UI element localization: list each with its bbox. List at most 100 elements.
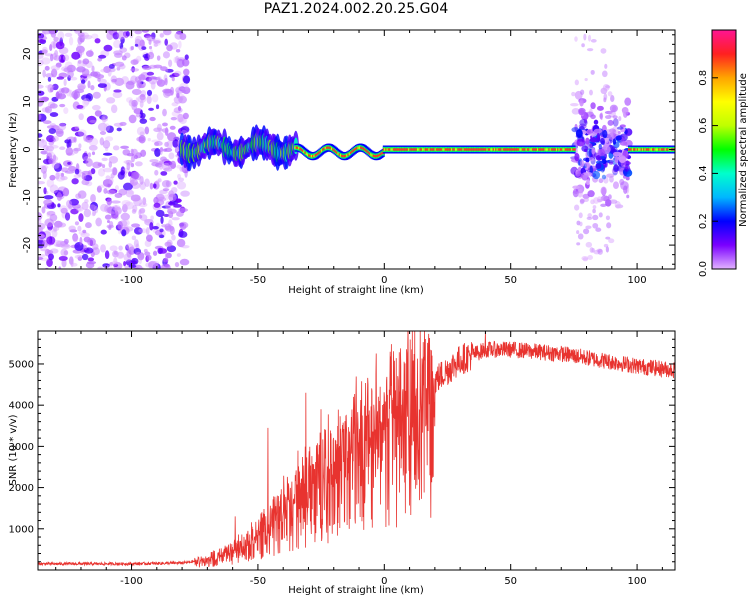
spectrogram-noise-cell: [102, 152, 113, 156]
spectrogram-noise-cell: [72, 234, 79, 243]
spectrogram-noise-cell: [38, 139, 48, 148]
spectrogram-noise-cell: [160, 171, 168, 176]
spectrogram-noise-cell: [144, 178, 150, 188]
spectrogram-disturbance-cell: [625, 176, 630, 181]
spectrogram-noise-cell: [121, 55, 127, 61]
spectrogram-noise-cell: [42, 120, 52, 125]
spectrogram-disturbance-cell: [597, 248, 603, 255]
spectrogram-noise-cell: [179, 166, 184, 172]
spectrogram-noise-cell: [79, 236, 83, 246]
spectrogram-noise-cell: [157, 196, 167, 202]
spectrogram-noise-cell: [64, 139, 71, 144]
spectrogram-disturbance-cell: [609, 175, 614, 183]
spectrogram-noise-cell: [58, 266, 62, 269]
snr-y-tick-label: 2000: [9, 483, 34, 494]
spectrogram-disturbance-cell: [593, 119, 599, 125]
spectrogram-disturbance-cell: [612, 118, 619, 127]
spectrogram-noise-cell: [174, 70, 182, 77]
spectrogram-noise-cell: [104, 250, 110, 259]
spectrogram-noise-cell: [44, 65, 50, 71]
spectrogram-noise-cell: [67, 161, 71, 165]
spectrogram-noise-cell: [103, 65, 111, 74]
spectrogram-noise-cell: [112, 30, 115, 31]
spectrogram-noise-cell: [154, 140, 163, 146]
spectrogram-noise-cell: [103, 167, 113, 173]
spectrogram-noise-cell: [112, 30, 117, 31]
spectrogram-noise-cell: [46, 249, 54, 255]
spectrogram-disturbance-cell: [608, 151, 614, 159]
snr-x-tick-label: 0: [381, 576, 387, 587]
spectrogram-noise-cell: [113, 257, 118, 265]
spectrogram-noise-cell: [169, 160, 177, 169]
spectrogram-noise-cell: [155, 104, 160, 110]
spectrogram-noise-cell: [120, 170, 125, 176]
spectrogram-noise-cell: [60, 87, 70, 94]
spectrogram-noise-cell: [44, 106, 52, 114]
spectrogram-noise-cell: [171, 217, 180, 221]
spectrogram-noise-cell: [38, 181, 46, 185]
spectrogram-noise-cell: [125, 30, 130, 37]
spectrogram-noise-cell: [55, 91, 60, 100]
spectrogram-noise-cell: [77, 83, 86, 90]
spectrogram-y-tick-label: 0: [22, 146, 33, 152]
spectrogram-noise-cell: [104, 214, 112, 220]
spectrogram-noise-cell: [95, 217, 102, 227]
spectrogram-noise-cell: [47, 151, 55, 157]
spectrogram-noise-cell: [110, 211, 115, 219]
spectrogram-disturbance-cell: [609, 104, 618, 113]
spectrogram-noise-cell: [52, 154, 57, 161]
spectrogram-noise-cell: [161, 128, 169, 133]
spectrogram-noise-cell: [114, 205, 118, 212]
spectrogram-noise-cell: [66, 199, 73, 208]
spectrogram-x-tick-label: 0: [381, 275, 387, 286]
spectrogram-noise-cell: [148, 39, 152, 45]
spectrogram-noise-cell: [99, 130, 107, 135]
spectrogram-noise-cell: [105, 136, 114, 142]
spectrogram-disturbance-cell: [590, 69, 595, 75]
spectrogram-y-tick-label: 10: [22, 95, 33, 108]
spectrogram-noise-cell: [175, 55, 180, 64]
spectrogram-disturbance-cell: [582, 257, 589, 262]
spectrogram-disturbance-cell: [600, 155, 606, 159]
spectrogram-noise-cell: [107, 183, 111, 188]
spectrogram-noise-cell: [131, 257, 139, 265]
spectrogram-disturbance-cell: [605, 215, 610, 221]
spectrogram-disturbance-cell: [603, 195, 610, 202]
spectrogram-disturbance-cell: [605, 246, 610, 253]
spectrogram-disturbance-cell: [607, 91, 613, 97]
spectrogram-noise-cell: [109, 245, 118, 252]
spectrogram-noise-cell: [51, 161, 60, 169]
spectrogram-noise-cell: [135, 97, 139, 106]
spectrogram-noise-cell: [130, 148, 134, 154]
spectrogram-noise-cell: [43, 195, 54, 200]
spectrogram-noise-cell: [180, 190, 190, 197]
spectrogram-noise-cell: [121, 219, 130, 227]
spectrogram-disturbance-cell: [601, 174, 607, 180]
spectrogram-noise-cell: [80, 232, 90, 238]
spectrogram-noise-cell: [79, 270, 89, 274]
spectrogram-noise-cell: [159, 147, 164, 153]
spectrogram-disturbance-cell: [576, 138, 586, 147]
spectrogram-noise-cell: [74, 125, 80, 130]
spectrogram-noise-cell: [98, 54, 107, 59]
spectrogram-noise-cell: [140, 149, 147, 157]
spectrogram-noise-cell: [173, 204, 182, 208]
spectrogram-disturbance-cell: [574, 79, 579, 86]
spectrogram-noise-cell: [126, 97, 133, 103]
snr-x-tick-label: 50: [504, 576, 517, 587]
spectrogram-noise-cell: [155, 209, 165, 218]
spectrogram-disturbance-cell: [592, 214, 599, 221]
spectrogram-noise-cell: [71, 51, 81, 60]
spectrogram-noise-cell: [97, 266, 104, 269]
spectrogram-noise-cell: [47, 83, 54, 93]
spectrogram-disturbance-cell: [612, 115, 618, 119]
spectrogram-noise-cell: [60, 55, 66, 63]
spectrogram-x-tick-label: 50: [504, 275, 517, 286]
spectrogram-noise-cell: [162, 88, 172, 94]
snr-panel: -100 -50 0 50 100 1000 2000 3000 4000 5000 Height…: [8, 330, 676, 596]
spectrogram-noise-cell: [100, 244, 106, 253]
spectrogram-disturbance-cell: [598, 178, 604, 184]
spectrogram-disturbance-cell: [602, 129, 608, 139]
spectrogram-noise-cell: [63, 54, 70, 62]
spectrogram-noise-cell: [38, 133, 43, 138]
